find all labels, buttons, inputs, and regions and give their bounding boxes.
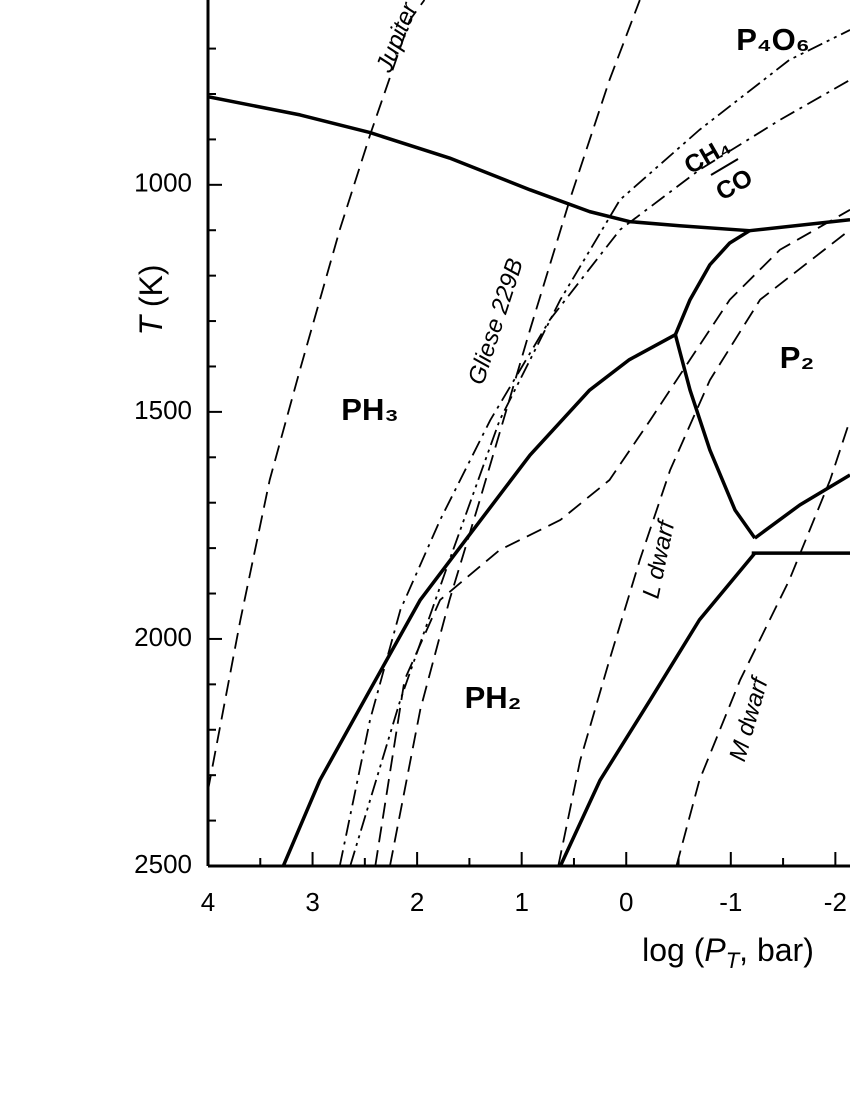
annotation: PH₂ — [465, 680, 522, 715]
curve-dashed — [675, 419, 850, 866]
x-tick-label: -2 — [824, 887, 847, 917]
y-tick-label: 2500 — [134, 849, 192, 879]
curve-dashdot — [338, 79, 850, 866]
x-label-part: , bar) — [739, 932, 814, 968]
x-tick-label: 2 — [410, 887, 424, 917]
x-label-part: log ( — [642, 932, 705, 968]
curve-solid — [753, 473, 850, 540]
x-tick-label: 3 — [305, 887, 319, 917]
curve-solid — [673, 229, 751, 336]
annotation: Jupiter — [371, 0, 424, 77]
x-label-part: T — [726, 948, 741, 973]
curve-dashed — [208, 0, 426, 791]
y-tick-label: 1000 — [134, 168, 192, 198]
annotation: PH₃ — [341, 392, 398, 427]
curve-dashed — [374, 209, 850, 866]
x-axis-label: log (PT, bar) — [642, 932, 814, 972]
y-tick-label: 1500 — [134, 395, 192, 425]
x-label-part: P — [704, 932, 726, 968]
y-label-part: T — [133, 314, 169, 336]
annotation: M dwarf — [724, 673, 774, 765]
y-axis-label: T (K) — [133, 264, 169, 335]
ratio-bar — [710, 158, 739, 176]
curve-solid — [673, 334, 757, 540]
curve-dashed — [389, 0, 641, 866]
annotation: P₄O₆ — [736, 22, 810, 57]
x-tick-label: 1 — [514, 887, 528, 917]
annotation: L dwarf — [638, 516, 681, 600]
y-label-part: (K) — [133, 264, 169, 316]
annotation: P₂ — [780, 340, 814, 375]
x-tick-label: 0 — [619, 887, 633, 917]
y-tick-label: 2000 — [134, 622, 192, 652]
x-tick-label: 4 — [201, 887, 215, 917]
curve-solid — [558, 551, 757, 866]
curve-dashdotdot — [349, 29, 850, 866]
x-tick-label: -1 — [719, 887, 742, 917]
curve-dashed — [557, 229, 850, 866]
curve-solid — [208, 95, 850, 233]
